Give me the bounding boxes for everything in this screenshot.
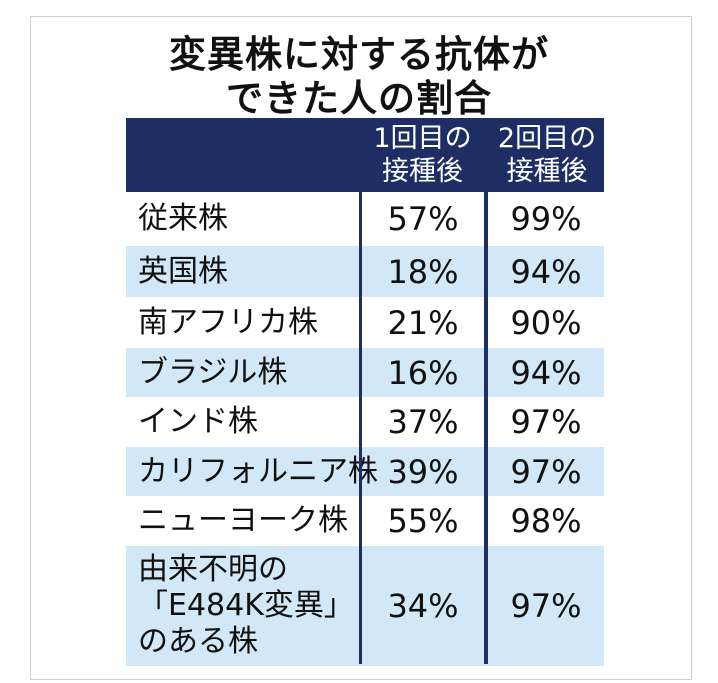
- first-dose-value: 57%: [387, 200, 459, 238]
- second-dose-value: 94%: [510, 353, 582, 392]
- table-row: ブラジル株 16% 94%: [126, 348, 604, 397]
- variant-name: 由来不明の 「E484K変異」 のある株: [138, 552, 354, 659]
- first-dose-value: 55%: [387, 502, 459, 540]
- variant-name: カリフォルニア株: [138, 453, 378, 489]
- variant-name: ブラジル株: [138, 354, 288, 390]
- table-row: 英国株 18% 94%: [126, 246, 604, 297]
- table-row: 由来不明の 「E484K変異」 のある株 34% 97%: [126, 546, 604, 666]
- second-dose-value: 97%: [510, 452, 582, 491]
- variant-name: インド株: [138, 404, 258, 439]
- column-header-first-dose: 1回目の 接種後: [362, 118, 483, 192]
- variant-name: 南アフリカ株: [138, 304, 318, 340]
- chart-title-line-1: 変異株に対する抗体が: [169, 33, 549, 76]
- table-row: 従来株 57% 99%: [126, 192, 604, 246]
- variant-name: ニューヨーク株: [138, 503, 348, 538]
- variant-name: 英国株: [138, 253, 228, 289]
- column-header-second-dose-line-1: 2回目の: [497, 123, 597, 154]
- first-dose-value: 21%: [387, 303, 459, 342]
- second-dose-value: 97%: [510, 403, 582, 441]
- first-dose-value: 37%: [387, 403, 459, 441]
- chart-title-line-2: できた人の割合: [226, 77, 492, 120]
- first-dose-value: 18%: [387, 252, 459, 291]
- column-header-first-dose-line-1: 1回目の: [373, 123, 472, 154]
- second-dose-value: 99%: [510, 200, 582, 238]
- table-header: [126, 118, 604, 192]
- table-row: カリフォルニア株 39% 97%: [126, 447, 604, 496]
- table-row: インド株 37% 97%: [126, 397, 604, 447]
- second-dose-value: 90%: [510, 303, 582, 342]
- second-dose-value: 94%: [510, 252, 582, 291]
- first-dose-value: 34%: [387, 587, 459, 625]
- table-row: ニューヨーク株 55% 98%: [126, 496, 604, 546]
- column-header-first-dose-line-2: 接種後: [382, 156, 463, 187]
- second-dose-value: 98%: [510, 502, 582, 540]
- column-header-second-dose-line-2: 接種後: [506, 156, 588, 187]
- second-dose-value: 97%: [510, 587, 582, 625]
- column-header-second-dose: 2回目の 接種後: [490, 118, 604, 192]
- column-divider-2: [484, 118, 488, 664]
- variant-name: 従来株: [138, 201, 228, 236]
- table-row: 南アフリカ株 21% 90%: [126, 297, 604, 348]
- first-dose-value: 39%: [387, 452, 459, 491]
- first-dose-value: 16%: [387, 353, 459, 392]
- column-divider-1: [359, 118, 362, 664]
